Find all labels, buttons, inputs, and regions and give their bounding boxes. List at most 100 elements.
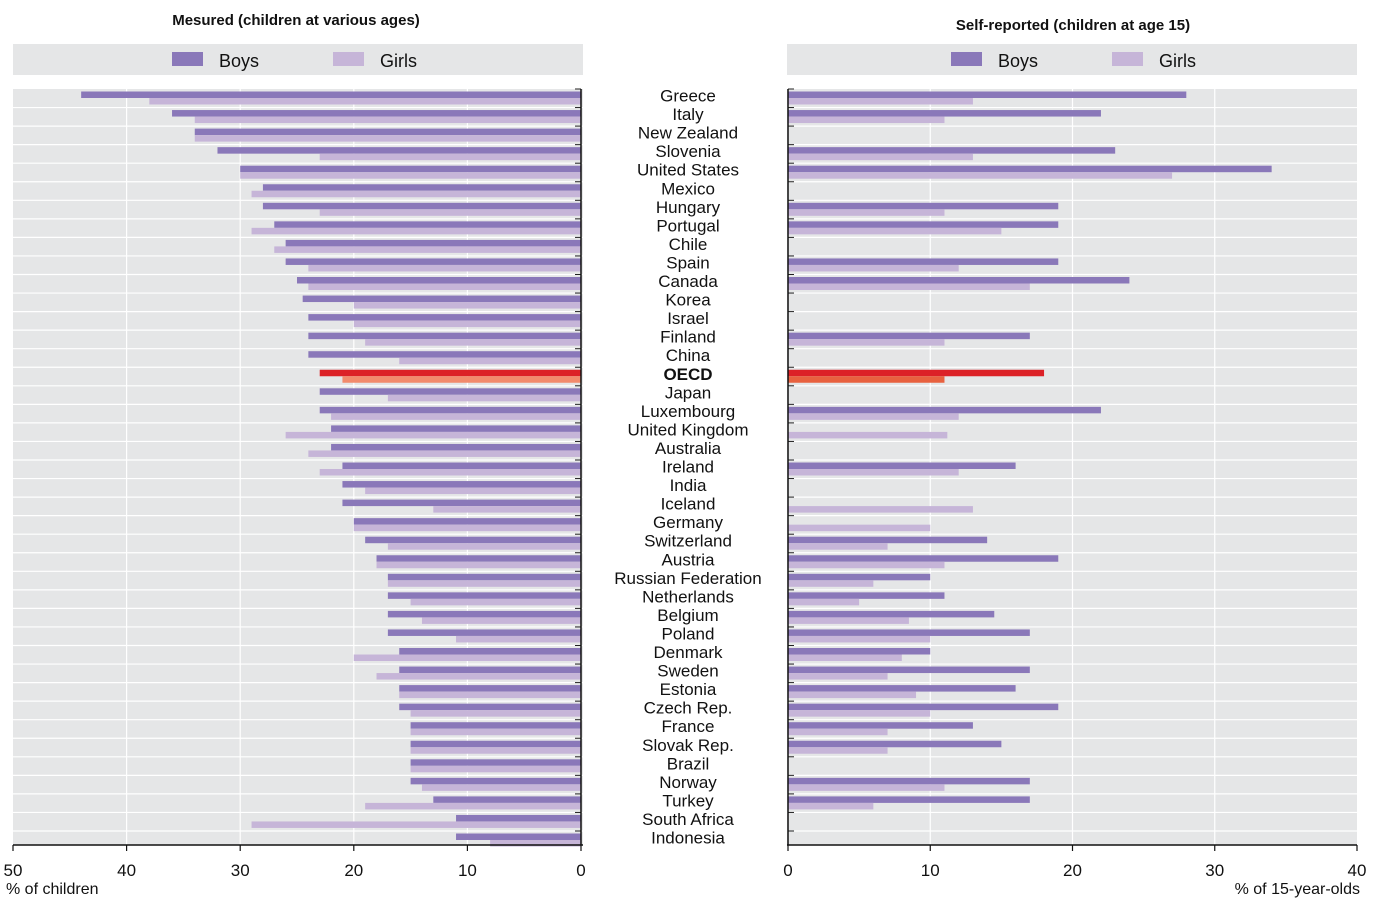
right-bar-boys — [788, 462, 1016, 469]
left-bar-boys — [81, 91, 581, 98]
left-legend-boys-swatch — [172, 52, 203, 66]
left-bar-boys — [433, 796, 581, 803]
left-x-tick-label: 20 — [344, 861, 363, 880]
left-x-axis-title: % of children — [6, 881, 99, 898]
left-bar-girls — [410, 747, 581, 754]
left-bar-boys — [387, 629, 581, 636]
left-bar-boys — [302, 295, 581, 303]
right-bar-girls — [788, 802, 874, 810]
right-bar-girls — [788, 264, 959, 272]
left-bar-girls — [399, 357, 581, 365]
left-bar-boys — [410, 759, 581, 766]
right-bar-girls — [788, 561, 945, 569]
left-bar-girls — [251, 190, 581, 198]
left-bar-girls — [421, 784, 581, 791]
country-label: New Zealand — [638, 124, 738, 143]
country-label: Indonesia — [651, 829, 725, 848]
right-x-tick-label: 0 — [783, 861, 792, 880]
right-bar-boys — [788, 221, 1059, 228]
right-bar-girls — [788, 635, 931, 643]
right-bar-girls — [788, 617, 909, 624]
left-bar-girls — [421, 617, 581, 624]
left-bar-boys — [331, 425, 581, 432]
country-label: Slovenia — [655, 142, 721, 161]
left-bar-boys — [387, 573, 581, 581]
left-bar-girls — [274, 246, 581, 253]
left-legend-band — [13, 44, 583, 75]
left-bar-boys — [342, 481, 581, 488]
right-bar-girls — [788, 728, 888, 736]
country-label: Russian Federation — [614, 569, 761, 588]
left-bar-boys — [376, 555, 581, 562]
right-bar-girls — [788, 283, 1030, 290]
grid-layer — [13, 89, 1357, 845]
right-bar-boys — [788, 202, 1059, 210]
right-bar-girls — [788, 673, 888, 680]
right-bar-boys — [788, 740, 1002, 748]
country-label: Poland — [662, 624, 715, 643]
right-bar-boys — [788, 777, 1030, 785]
left-bar-boys — [399, 685, 581, 692]
right-bar-boys — [788, 165, 1272, 173]
right-bar-girls — [788, 339, 945, 346]
right-bar-boys — [788, 258, 1059, 265]
left-bar-boys — [319, 388, 581, 395]
left-bar-boys — [308, 351, 581, 358]
right-bar-boys — [788, 536, 988, 544]
left-bar-girls — [149, 98, 581, 105]
right-bar-boys — [788, 629, 1030, 636]
left-bar-girls — [387, 394, 581, 402]
country-label: Brazil — [667, 754, 710, 773]
right-bar-boys — [788, 796, 1030, 803]
right-bar-girls — [788, 209, 945, 216]
country-label: Mexico — [661, 179, 715, 198]
right-bar-girls — [788, 431, 948, 439]
country-label: Estonia — [660, 680, 717, 699]
right-bar-girls — [788, 376, 945, 383]
left-bar-girls — [319, 469, 581, 476]
left-bar-boys — [172, 110, 582, 117]
country-label: Hungary — [656, 198, 721, 217]
right-bar-boys — [788, 703, 1059, 711]
right-x-axis-title: % of 15-year-olds — [1235, 881, 1360, 898]
left-bar-girls — [433, 506, 581, 513]
country-label: Norway — [659, 773, 717, 792]
left-bar-girls — [376, 561, 581, 569]
left-bar-boys — [399, 648, 581, 655]
left-x-tick-label: 40 — [117, 861, 136, 880]
right-bar-girls — [788, 691, 917, 699]
left-bar-girls — [399, 691, 581, 699]
left-bar-girls — [319, 209, 581, 216]
right-bar-girls — [788, 654, 902, 661]
right-bar-girls — [788, 543, 888, 550]
right-legend-boys-label: Boys — [998, 51, 1038, 71]
left-bar-girls — [365, 339, 581, 346]
left-bar-girls — [387, 543, 581, 550]
left-bar-boys — [297, 277, 581, 284]
left-bar-girls — [331, 413, 581, 420]
left-bar-girls — [251, 821, 581, 828]
left-bar-boys — [387, 610, 581, 618]
right-x-tick-label: 10 — [921, 861, 940, 880]
left-bar-boys — [262, 184, 581, 191]
left-legend-girls-label: Girls — [380, 51, 417, 71]
country-label: Slovak Rep. — [642, 736, 734, 755]
country-label: Sweden — [657, 662, 718, 681]
right-bar-girls — [788, 172, 1173, 179]
right-legend-boys-swatch — [951, 52, 982, 66]
right-bar-girls — [788, 413, 959, 420]
right-bar-girls — [788, 784, 945, 791]
left-bar-boys — [319, 369, 581, 377]
right-bar-girls — [788, 116, 945, 124]
left-bar-boys — [410, 722, 581, 729]
right-legend-girls-swatch — [1112, 52, 1143, 66]
left-bar-girls — [365, 802, 581, 810]
country-label: Korea — [665, 291, 711, 310]
right-bar-boys — [788, 277, 1130, 284]
left-bar-boys — [399, 703, 581, 711]
country-label: Finland — [660, 328, 716, 347]
country-label: Chile — [669, 235, 708, 254]
right-legend-girls-label: Girls — [1159, 51, 1196, 71]
country-label: Netherlands — [642, 587, 734, 606]
